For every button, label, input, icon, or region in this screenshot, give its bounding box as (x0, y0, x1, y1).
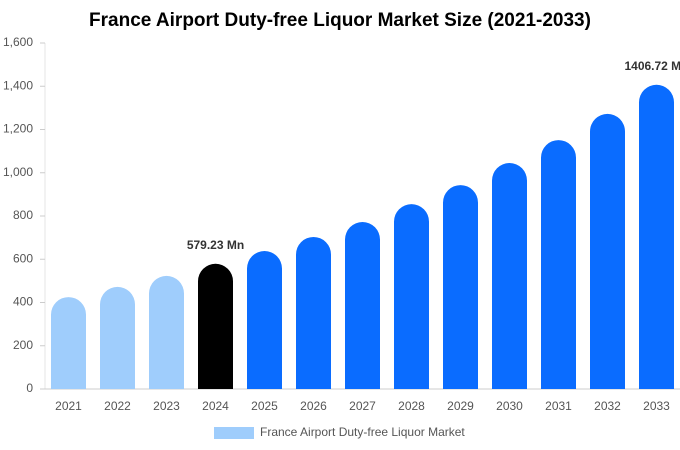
y-tick-label: 800 (13, 208, 33, 222)
y-tick-label: 1,000 (3, 165, 33, 179)
x-tick-label: 2029 (447, 399, 474, 413)
bar (443, 185, 478, 389)
y-tick-label: 0 (26, 381, 33, 395)
bar (541, 140, 576, 389)
bar (394, 204, 429, 389)
x-tick-label: 2028 (398, 399, 425, 413)
bar (247, 251, 282, 389)
y-tick-label: 600 (13, 251, 33, 265)
x-tick-label: 2031 (545, 399, 572, 413)
bar (51, 297, 86, 389)
x-tick-label: 2030 (496, 399, 523, 413)
bar (639, 84, 674, 389)
x-tick-label: 2023 (153, 399, 180, 413)
bar (296, 236, 331, 389)
bar (149, 275, 184, 389)
x-tick-label: 2022 (104, 399, 131, 413)
x-tick-label: 2026 (300, 399, 327, 413)
y-tick-label: 1,600 (3, 35, 33, 49)
data-label: 1406.72 Mn (624, 59, 680, 73)
x-tick-label: 2024 (202, 399, 229, 413)
bar (590, 113, 625, 389)
x-tick-label: 2032 (594, 399, 621, 413)
x-tick-label: 2033 (643, 399, 670, 413)
chart-title: France Airport Duty-free Liquor Market S… (89, 10, 591, 31)
bar (492, 163, 527, 389)
bar (100, 286, 135, 389)
y-tick-label: 400 (13, 295, 33, 309)
y-tick-label: 1,200 (3, 122, 33, 136)
bar (345, 222, 380, 389)
y-tick-label: 200 (13, 338, 33, 352)
y-tick-label: 1,400 (3, 78, 33, 92)
x-tick-label: 2025 (251, 399, 278, 413)
x-tick-label: 2021 (55, 399, 82, 413)
data-label: 579.23 Mn (187, 238, 244, 252)
legend-label: France Airport Duty-free Liquor Market (260, 425, 465, 439)
legend-swatch (214, 427, 254, 439)
x-tick-label: 2027 (349, 399, 376, 413)
bar (198, 263, 233, 389)
